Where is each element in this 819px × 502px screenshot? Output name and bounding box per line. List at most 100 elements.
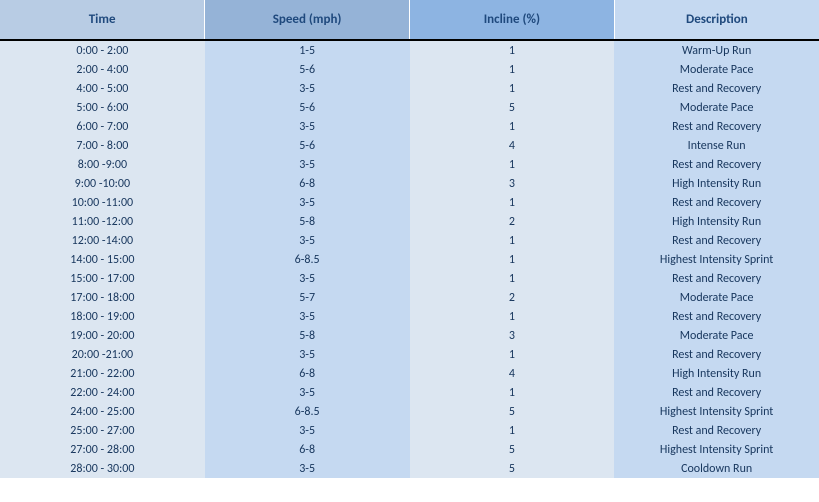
table-cell: Rest and Recovery [614,193,819,212]
table-cell: 6-8 [205,174,410,193]
table-row: 8:00 -9:003-51Rest and Recovery [0,155,819,174]
table-cell: 1 [410,117,615,136]
table-cell: 2:00 - 4:00 [0,60,205,79]
table-row: 2:00 - 4:005-61Moderate Pace [0,60,819,79]
table-cell: Cooldown Run [614,459,819,478]
table-cell: Highest Intensity Sprint [614,440,819,459]
column-header: Time [0,0,205,40]
table-cell: 4 [410,136,615,155]
table-cell: 5-6 [205,60,410,79]
table-cell: 5 [410,459,615,478]
table-row: 19:00 - 20:005-83Moderate Pace [0,326,819,345]
table-row: 27:00 - 28:006-85Highest Intensity Sprin… [0,440,819,459]
column-header: Speed (mph) [205,0,410,40]
table-cell: 5 [410,402,615,421]
table-row: 7:00 - 8:005-64Intense Run [0,136,819,155]
table-cell: 3 [410,174,615,193]
table-cell: 9:00 -10:00 [0,174,205,193]
table-cell: 14:00 - 15:00 [0,250,205,269]
table-cell: 6:00 - 7:00 [0,117,205,136]
table-cell: 1 [410,345,615,364]
table-cell: 3-5 [205,459,410,478]
table-cell: 1 [410,40,615,60]
table-cell: 1-5 [205,40,410,60]
table-cell: 1 [410,250,615,269]
table-cell: 6-8.5 [205,250,410,269]
table-cell: 17:00 - 18:00 [0,288,205,307]
table-cell: 5-6 [205,136,410,155]
table-cell: Rest and Recovery [614,421,819,440]
table-cell: 4:00 - 5:00 [0,79,205,98]
table-cell: 1 [410,79,615,98]
table-row: 9:00 -10:006-83High Intensity Run [0,174,819,193]
table-cell: 3-5 [205,421,410,440]
table-cell: Rest and Recovery [614,269,819,288]
table-cell: Rest and Recovery [614,307,819,326]
table-cell: 6-8.5 [205,402,410,421]
table-cell: 15:00 - 17:00 [0,269,205,288]
table-cell: 18:00 - 19:00 [0,307,205,326]
column-header: Incline (%) [410,0,615,40]
table-row: 12:00 -14:003-51Rest and Recovery [0,231,819,250]
table-cell: 3-5 [205,345,410,364]
table-cell: 1 [410,231,615,250]
table-cell: 3 [410,326,615,345]
table-cell: 3-5 [205,231,410,250]
table-cell: 20:00 -21:00 [0,345,205,364]
table-cell: 21:00 - 22:00 [0,364,205,383]
table-cell: 5-8 [205,326,410,345]
table-cell: 2 [410,288,615,307]
table-row: 4:00 - 5:003-51Rest and Recovery [0,79,819,98]
table-cell: 10:00 -11:00 [0,193,205,212]
table-cell: 5-6 [205,98,410,117]
table-cell: Moderate Pace [614,326,819,345]
table-cell: Warm-Up Run [614,40,819,60]
table-cell: 3-5 [205,155,410,174]
header-row: TimeSpeed (mph)Incline (%)Description [0,0,819,40]
table-cell: 3-5 [205,117,410,136]
table-cell: 8:00 -9:00 [0,155,205,174]
table-cell: 25:00 - 27:00 [0,421,205,440]
table-cell: 22:00 - 24:00 [0,383,205,402]
table-cell: 1 [410,155,615,174]
table-cell: Moderate Pace [614,288,819,307]
table-row: 14:00 - 15:006-8.51Highest Intensity Spr… [0,250,819,269]
table-row: 25:00 - 27:003-51Rest and Recovery [0,421,819,440]
table-cell: 0:00 - 2:00 [0,40,205,60]
table-row: 0:00 - 2:001-51Warm-Up Run [0,40,819,60]
table-cell: Highest Intensity Sprint [614,402,819,421]
table-cell: Moderate Pace [614,60,819,79]
table-cell: 11:00 -12:00 [0,212,205,231]
table-cell: 1 [410,421,615,440]
table-row: 5:00 - 6:005-65Moderate Pace [0,98,819,117]
table-cell: Rest and Recovery [614,383,819,402]
table-cell: Rest and Recovery [614,79,819,98]
table-cell: 19:00 - 20:00 [0,326,205,345]
table-cell: 1 [410,269,615,288]
table-row: 28:00 - 30:003-55Cooldown Run [0,459,819,478]
table-cell: 1 [410,60,615,79]
table-cell: 3-5 [205,383,410,402]
table-row: 24:00 - 25:006-8.55Highest Intensity Spr… [0,402,819,421]
table-cell: 1 [410,193,615,212]
table-row: 10:00 -11:003-51Rest and Recovery [0,193,819,212]
table-cell: High Intensity Run [614,364,819,383]
table-cell: Intense Run [614,136,819,155]
table-row: 15:00 - 17:003-51Rest and Recovery [0,269,819,288]
table-cell: 5 [410,98,615,117]
table-cell: 2 [410,212,615,231]
table-cell: 28:00 - 30:00 [0,459,205,478]
table-cell: 3-5 [205,307,410,326]
table-row: 11:00 -12:005-82High Intensity Run [0,212,819,231]
table-row: 21:00 - 22:006-84High Intensity Run [0,364,819,383]
table-cell: Rest and Recovery [614,345,819,364]
table-cell: 12:00 -14:00 [0,231,205,250]
table-cell: 6-8 [205,364,410,383]
table-row: 22:00 - 24:003-51Rest and Recovery [0,383,819,402]
table-cell: 5 [410,440,615,459]
table-cell: 5-7 [205,288,410,307]
table-row: 18:00 - 19:003-51Rest and Recovery [0,307,819,326]
column-header: Description [614,0,819,40]
table-cell: Rest and Recovery [614,117,819,136]
workout-table: TimeSpeed (mph)Incline (%)Description 0:… [0,0,819,478]
